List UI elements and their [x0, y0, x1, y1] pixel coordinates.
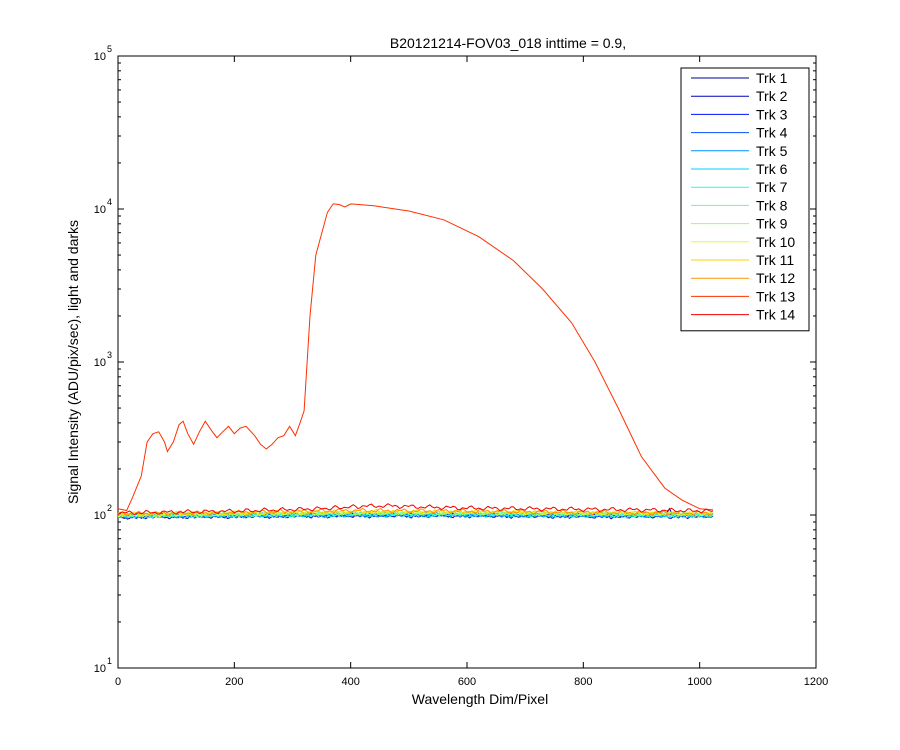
y-tick-label-exponent: 4 — [107, 197, 112, 207]
legend-label: Trk 11 — [756, 252, 794, 268]
y-tick-label-base: 10 — [94, 204, 106, 216]
legend-label: Trk 6 — [756, 161, 788, 177]
series-line-13 — [117, 203, 714, 512]
legend-label: Trk 13 — [756, 288, 795, 304]
legend-label: Trk 9 — [756, 216, 788, 232]
legend-label: Trk 2 — [756, 88, 788, 104]
x-tick-label: 600 — [458, 676, 476, 688]
x-tick-label: 800 — [574, 676, 592, 688]
x-tick-label: 200 — [225, 676, 243, 688]
legend-label: Trk 8 — [756, 197, 788, 213]
chart-title: B20121214-FOV03_018 inttime = 0.9, — [390, 35, 626, 51]
legend-label: Trk 1 — [756, 70, 788, 86]
y-tick-label-exponent: 2 — [107, 503, 112, 513]
y-axis-label: Signal Intensity (ADU/pix/sec), light an… — [65, 220, 81, 504]
x-tick-label: 400 — [341, 676, 359, 688]
y-tick-label-base: 10 — [94, 357, 106, 369]
legend-label: Trk 10 — [756, 234, 795, 250]
legend-box — [680, 67, 810, 332]
y-tick-label-base: 10 — [94, 663, 106, 675]
y-tick-label-base: 10 — [94, 510, 106, 522]
series-line-12 — [117, 508, 714, 516]
legend-label: Trk 14 — [756, 307, 795, 323]
x-tick-label: 1000 — [687, 676, 711, 688]
series-line-14 — [117, 503, 714, 516]
legend-label: Trk 4 — [756, 125, 788, 141]
legend-label: Trk 5 — [756, 143, 788, 159]
legend-label: Trk 12 — [756, 270, 795, 286]
x-tick-label: 0 — [115, 676, 121, 688]
y-tick-label-exponent: 3 — [107, 350, 112, 360]
y-tick-label-base: 10 — [94, 51, 106, 63]
legend-label: Trk 7 — [756, 179, 788, 195]
series-lines — [117, 203, 714, 520]
y-tick-label-exponent: 5 — [107, 44, 112, 54]
x-axis-ticks: 0 200 400 600 800 1000 1200 — [115, 56, 828, 688]
y-tick-label-exponent: 1 — [107, 656, 112, 666]
legend-label: Trk 3 — [756, 106, 788, 122]
legend: Trk 1 Trk 2 Trk 3 Trk 4 Trk 5 Trk 6 Trk 7 Trk 8… — [680, 67, 810, 332]
x-tick-label: 1200 — [804, 676, 828, 688]
x-axis-label: Wavelength Dim/Pixel — [412, 691, 548, 707]
